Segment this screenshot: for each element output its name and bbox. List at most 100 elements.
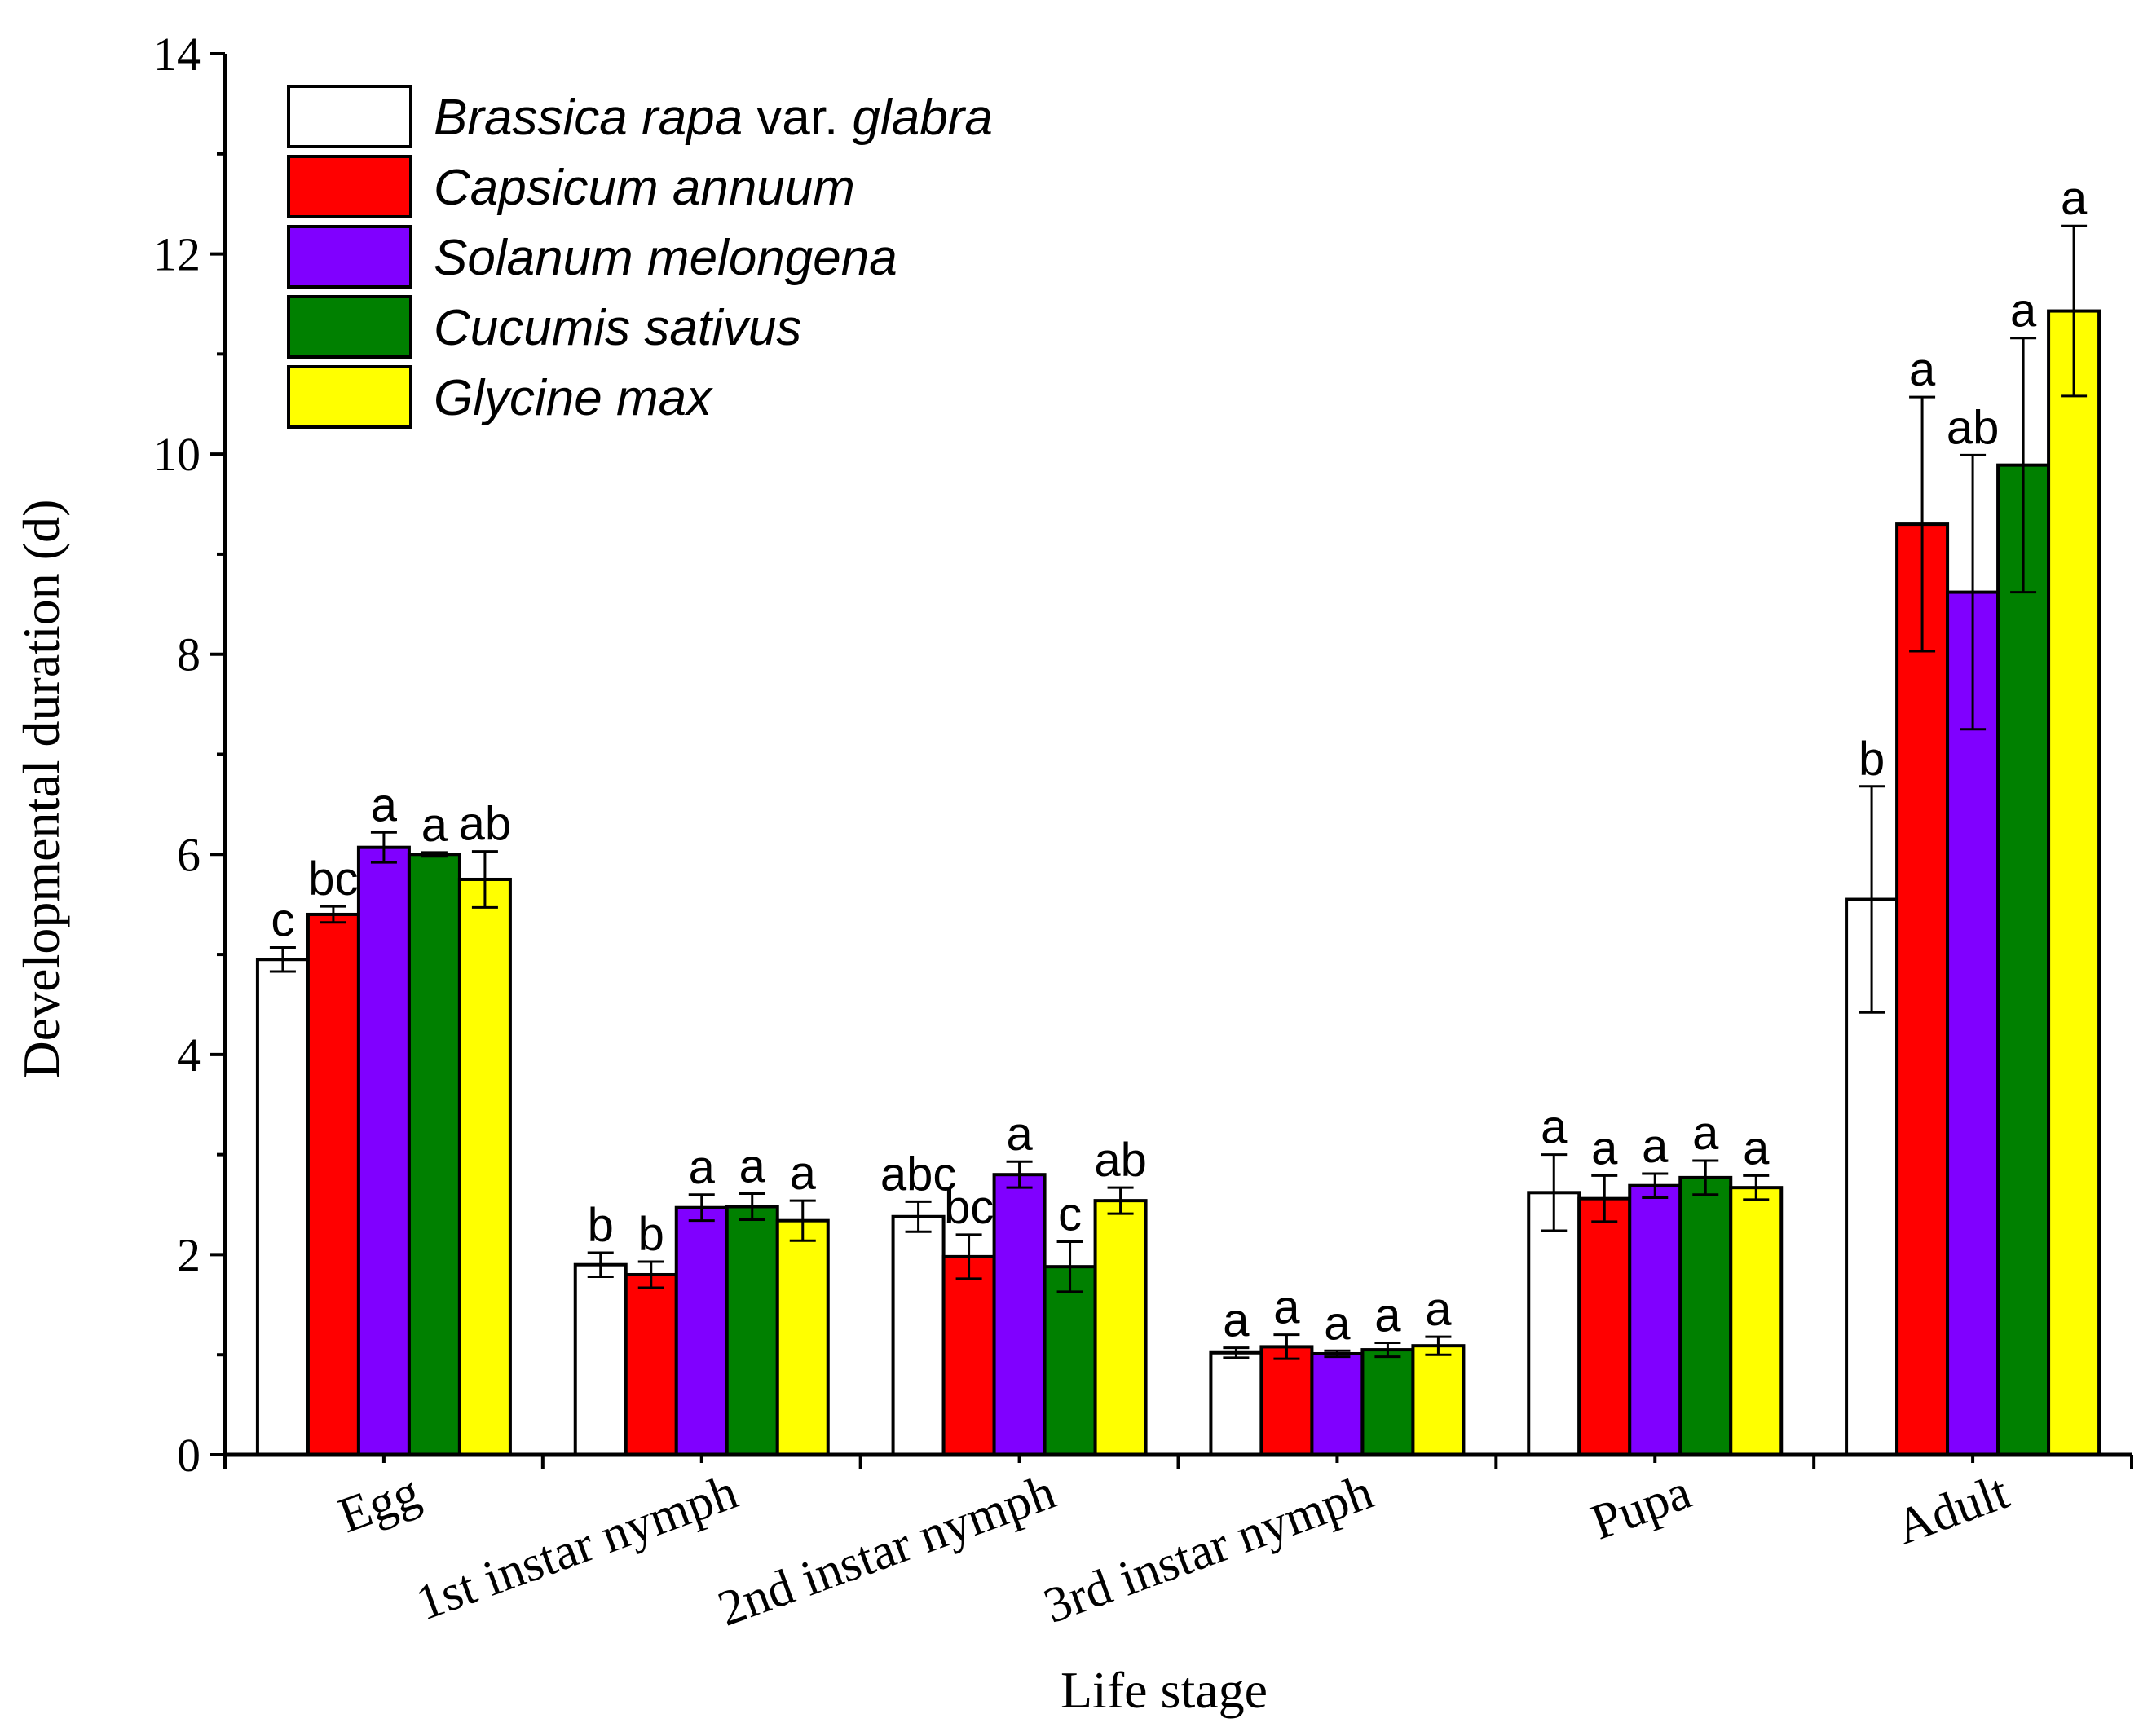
significance-label: a bbox=[1541, 1101, 1568, 1154]
bar bbox=[1996, 463, 2051, 1456]
significance-label: a bbox=[371, 778, 398, 831]
significance-label: c bbox=[1058, 1187, 1082, 1240]
bar bbox=[457, 877, 512, 1457]
x-tick-label: 2nd instar nymph bbox=[711, 1464, 1062, 1637]
legend-swatch bbox=[287, 85, 412, 148]
bar bbox=[2047, 309, 2101, 1456]
x-tick-label: Adult bbox=[1889, 1464, 2016, 1555]
legend-label-part: Capsicum annuum bbox=[434, 160, 855, 216]
significance-label: a bbox=[1374, 1289, 1401, 1342]
legend-label: Brassica rapa var. glabra bbox=[434, 90, 993, 146]
bar bbox=[1729, 1186, 1784, 1456]
legend-label: Solanum melongena bbox=[434, 230, 897, 286]
legend-swatch bbox=[287, 365, 412, 429]
y-tick-label: 14 bbox=[153, 28, 201, 81]
significance-label: a bbox=[1909, 343, 1936, 396]
legend-item: Brassica rapa var. glabra bbox=[287, 85, 993, 148]
significance-label: a bbox=[1223, 1294, 1250, 1347]
significance-label: c bbox=[271, 893, 294, 946]
significance-label: b bbox=[638, 1208, 664, 1261]
bar bbox=[407, 853, 461, 1457]
bar bbox=[255, 958, 310, 1456]
significance-label: a bbox=[1006, 1108, 1033, 1161]
significance-label: ab bbox=[1094, 1134, 1147, 1187]
bar bbox=[1259, 1345, 1314, 1457]
significance-label: a bbox=[421, 799, 448, 852]
y-tick-label: 10 bbox=[153, 428, 201, 481]
legend-item: Cucumis sativus bbox=[287, 295, 801, 359]
significance-label: bc bbox=[308, 853, 358, 905]
legend-label-part: glabra bbox=[852, 90, 992, 146]
significance-label: a bbox=[1642, 1120, 1669, 1173]
legend-swatch bbox=[287, 295, 412, 359]
bar bbox=[1360, 1348, 1415, 1456]
bar bbox=[306, 912, 360, 1456]
bar bbox=[1895, 522, 1950, 1456]
legend-item: Solanum melongena bbox=[287, 225, 897, 289]
significance-label: a bbox=[689, 1141, 716, 1194]
bar bbox=[1527, 1191, 1581, 1456]
significance-label: ab bbox=[459, 798, 512, 851]
significance-label: a bbox=[1692, 1107, 1719, 1160]
legend-label-part: Brassica rapa bbox=[434, 90, 743, 146]
x-tick-label: 1st instar nymph bbox=[409, 1464, 745, 1631]
y-tick-label: 4 bbox=[177, 1029, 201, 1082]
legend-label: Capsicum annuum bbox=[434, 160, 855, 216]
y-tick-label: 12 bbox=[153, 228, 201, 281]
bar bbox=[1411, 1344, 1466, 1456]
legend-swatch bbox=[287, 155, 412, 218]
y-tick-label: 6 bbox=[177, 828, 201, 881]
legend-swatch bbox=[287, 225, 412, 289]
bar bbox=[1209, 1350, 1263, 1456]
bar bbox=[1043, 1265, 1097, 1456]
bar bbox=[356, 845, 411, 1456]
bar bbox=[942, 1254, 996, 1456]
y-tick-label: 8 bbox=[177, 628, 201, 681]
significance-label: bc bbox=[944, 1181, 994, 1234]
significance-label: a bbox=[1324, 1297, 1351, 1350]
legend-item: Glycine max bbox=[287, 365, 713, 429]
bar bbox=[1093, 1199, 1148, 1456]
legend-label: Glycine max bbox=[434, 370, 713, 426]
y-tick-label: 0 bbox=[177, 1429, 201, 1482]
bar bbox=[573, 1262, 628, 1457]
legend-label-part: Glycine max bbox=[434, 370, 713, 426]
legend-label-part: Solanum melongena bbox=[434, 230, 897, 286]
legend-label-part: var. bbox=[743, 90, 852, 146]
significance-label: abc bbox=[880, 1148, 957, 1201]
significance-label: a bbox=[1425, 1283, 1452, 1336]
bar bbox=[1628, 1183, 1682, 1456]
bar bbox=[891, 1214, 946, 1457]
bar bbox=[624, 1272, 678, 1456]
bar bbox=[1577, 1196, 1632, 1456]
bar bbox=[1310, 1351, 1365, 1457]
legend-label-part: Cucumis sativus bbox=[434, 300, 801, 356]
bar bbox=[674, 1205, 729, 1456]
significance-label: b bbox=[588, 1199, 614, 1252]
bar bbox=[725, 1205, 779, 1457]
significance-label: ab bbox=[1947, 401, 2000, 454]
y-axis-title: Developmental duration (d) bbox=[12, 500, 70, 1079]
x-axis-title: Life stage bbox=[1061, 1661, 1268, 1719]
significance-label: a bbox=[1743, 1121, 1770, 1174]
significance-label: a bbox=[2061, 172, 2088, 225]
x-tick-label: Pupa bbox=[1584, 1464, 1698, 1550]
legend: Brassica rapa var. glabra Capsicum annuum… bbox=[287, 85, 993, 429]
bar bbox=[775, 1218, 830, 1456]
significance-label: a bbox=[1591, 1121, 1618, 1174]
significance-label: b bbox=[1859, 733, 1885, 786]
bar bbox=[992, 1173, 1047, 1456]
significance-label: a bbox=[739, 1140, 766, 1193]
y-tick-label: 2 bbox=[177, 1228, 201, 1281]
x-tick-label: 3rd instar nymph bbox=[1037, 1464, 1380, 1634]
significance-label: a bbox=[1273, 1281, 1300, 1334]
legend-item: Capsicum annuum bbox=[287, 155, 855, 218]
significance-label: a bbox=[790, 1147, 817, 1200]
legend-label: Cucumis sativus bbox=[434, 300, 801, 356]
bar bbox=[1678, 1175, 1733, 1456]
